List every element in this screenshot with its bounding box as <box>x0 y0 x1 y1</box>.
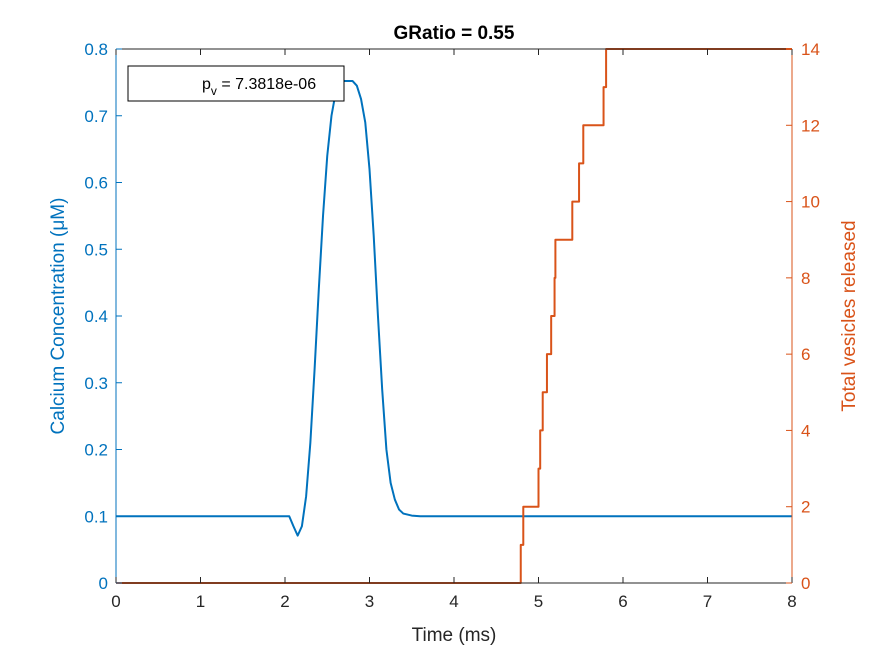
left-y-tick-label: 0.7 <box>84 107 108 126</box>
annotation-sub: v <box>211 84 217 98</box>
vesicles-released-line <box>116 48 792 584</box>
left-y-tick-label: 0.2 <box>84 441 108 460</box>
x-tick-label: 7 <box>703 592 712 611</box>
right-y-axis-label: Total vesicles released <box>839 220 860 411</box>
right-y-tick-label: 12 <box>801 116 820 135</box>
left-y-tick-label: 0.3 <box>84 374 108 393</box>
x-tick-label: 1 <box>196 592 205 611</box>
right-y-tick-label: 4 <box>801 421 810 440</box>
left-y-axis-label: Calcium Concentration (μM) <box>48 198 69 435</box>
x-tick-label: 5 <box>534 592 543 611</box>
annotation-base: p <box>202 76 211 93</box>
x-tick-label: 2 <box>280 592 289 611</box>
chart-title: GRatio = 0.55 <box>394 23 515 44</box>
annotation-box: pv = 7.3818e-06 <box>127 65 345 102</box>
x-tick-label: 3 <box>365 592 374 611</box>
series-layer <box>116 48 792 584</box>
left-y-tick-label: 0.5 <box>84 240 108 259</box>
left-y-tick-label: 0 <box>99 574 108 593</box>
left-y-tick-label: 0.1 <box>84 507 108 526</box>
calcium-concentration-line <box>116 80 792 537</box>
left-y-tick-label: 0.8 <box>84 40 108 59</box>
annotation-value: = 7.3818e-06 <box>217 76 316 93</box>
x-tick-label: 6 <box>618 592 627 611</box>
x-axis-label: Time (ms) <box>412 625 497 646</box>
right-y-tick-label: 14 <box>801 40 820 59</box>
right-y-tick-label: 10 <box>801 193 820 212</box>
left-y-tick-label: 0.6 <box>84 174 108 193</box>
x-tick-label: 8 <box>787 592 796 611</box>
right-y-tick-label: 2 <box>801 498 810 517</box>
right-y-tick-label: 8 <box>801 269 810 288</box>
right-y-tick-label: 6 <box>801 345 810 364</box>
plot-area <box>116 49 792 583</box>
left-y-tick-label: 0.4 <box>84 307 108 326</box>
right-y-tick-label: 0 <box>801 574 810 593</box>
annotation-text: pv = 7.3818e-06 <box>202 76 316 98</box>
x-tick-label: 0 <box>111 592 120 611</box>
x-tick-label: 4 <box>449 592 458 611</box>
annotation-frame <box>127 65 345 102</box>
tick-layer: 0 1 2 3 4 5 6 7 800.10.20.30.40.50.60.70.8024681… <box>84 40 820 611</box>
